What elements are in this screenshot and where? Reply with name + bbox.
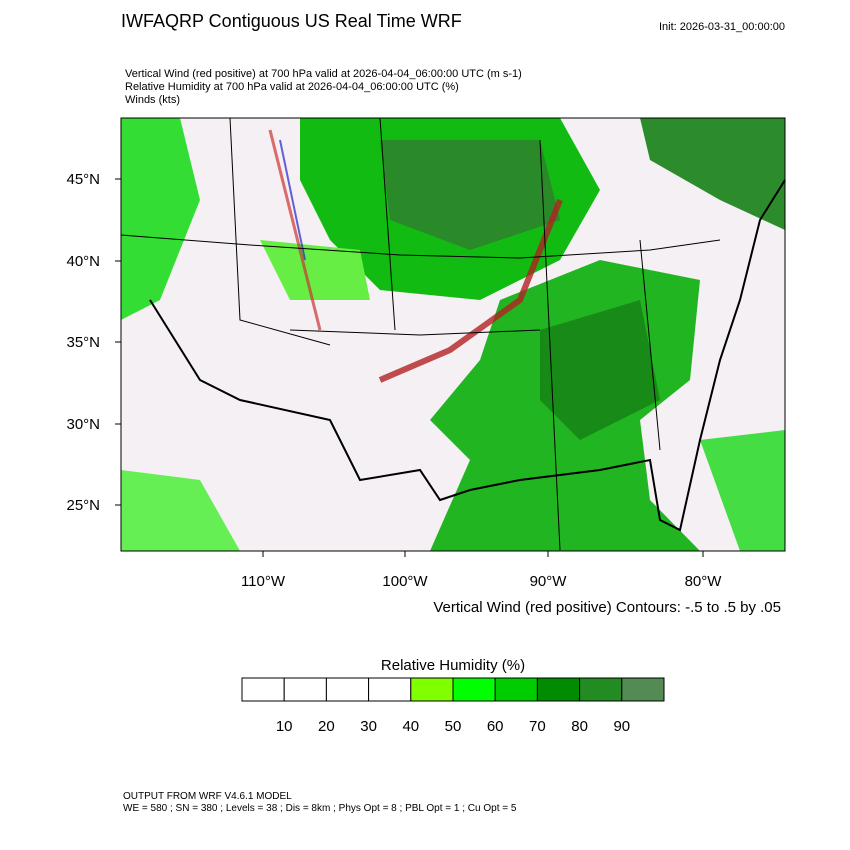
colorbar-title: Relative Humidity (%) [381, 657, 525, 674]
state-border [120, 117, 721, 551]
colorbar-label: 50 [445, 718, 462, 735]
subtitle: Winds (kts) [125, 94, 180, 106]
subtitle: Relative Humidity at 700 hPa valid at 20… [125, 81, 459, 93]
colorbar-box [536, 677, 581, 702]
lat-label: 45°N [66, 171, 100, 188]
colorbar-box [241, 677, 285, 702]
footer: OUTPUT FROM WRF V4.6.1 MODEL [123, 791, 292, 802]
humidity-area [121, 118, 200, 320]
lon-label: 90°W [530, 573, 568, 590]
colorbar-label: 20 [318, 718, 335, 735]
colorbar-box [494, 677, 538, 702]
colorbar-box [579, 677, 623, 702]
colorbar-box [452, 677, 496, 702]
colorbar-box [621, 677, 665, 702]
vertical-wind-contour [279, 139, 306, 261]
lon-label: 110°W [241, 573, 286, 590]
map [120, 117, 786, 552]
colorbar-label: 60 [487, 718, 504, 735]
humidity-area [380, 140, 560, 250]
colorbar-label: 40 [402, 718, 419, 735]
lat-label: 35°N [66, 334, 100, 351]
title: IWFAQRP Contiguous US Real Time WRF [121, 11, 462, 31]
lat-label: 40°N [66, 253, 100, 270]
colorbar-box [283, 677, 327, 702]
colorbar-label: 30 [360, 718, 377, 735]
lat-label: 30°N [66, 416, 100, 433]
map-frame [120, 117, 786, 552]
footer: WE = 580 ; SN = 380 ; Levels = 38 ; Dis … [123, 803, 517, 814]
lat-label: 25°N [66, 497, 100, 514]
colorbar-box [325, 677, 370, 702]
colorbar-box [410, 677, 454, 702]
subtitle: Vertical Wind (red positive) at 700 hPa … [125, 68, 522, 80]
humidity-area [640, 118, 785, 230]
lon-label: 100°W [382, 573, 428, 590]
humidity-area [540, 300, 660, 440]
init-time: Init: 2026-03-31_00:00:00 [659, 21, 785, 33]
humidity-area [260, 240, 370, 300]
vertical-wind-contour [378, 198, 563, 383]
colorbar-label: 70 [529, 718, 546, 735]
vertical-wind-contour [268, 129, 322, 331]
humidity-area [700, 430, 785, 551]
lon-label: 80°W [685, 573, 723, 590]
colorbar-box [368, 677, 412, 702]
coastline [149, 179, 786, 532]
colorbar-label: 80 [571, 718, 588, 735]
colorbar-label: 90 [613, 718, 630, 735]
colorbar-label: 10 [276, 718, 293, 735]
contour-note: Vertical Wind (red positive) Contours: -… [433, 599, 781, 616]
humidity-area [121, 470, 240, 551]
